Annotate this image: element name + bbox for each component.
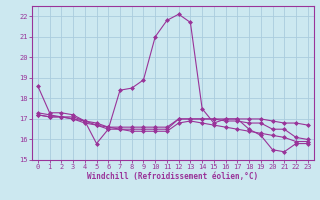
X-axis label: Windchill (Refroidissement éolien,°C): Windchill (Refroidissement éolien,°C) [87,172,258,181]
